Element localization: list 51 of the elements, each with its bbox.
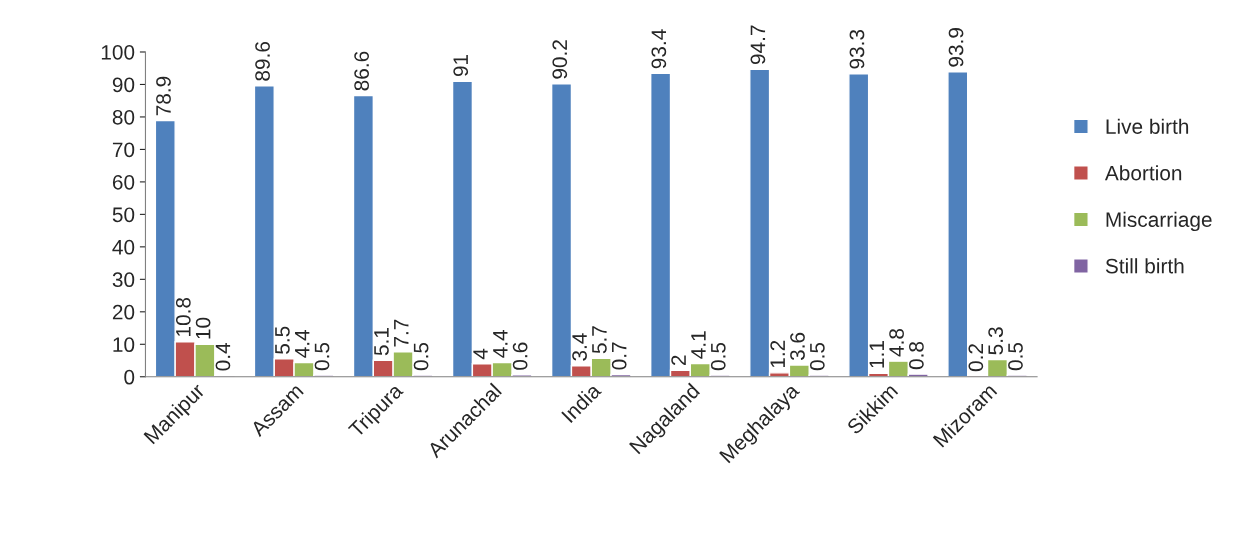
y-tick-label: 0 [124,369,135,385]
data-label: 0.6 [512,342,528,370]
data-label: 90.2 [552,40,568,79]
y-tick-label: 90 [112,77,135,93]
data-label: 0.5 [809,342,825,371]
data-label: 3.6 [790,332,805,361]
data-label: 78.9 [156,76,171,116]
data-label: 93.9 [948,28,964,67]
y-tick-label: 70 [112,142,135,158]
data-label: 0.7 [611,342,627,370]
data-label: 5.3 [988,327,1004,355]
data-label: 5.5 [275,326,290,354]
y-tick-label: 50 [112,207,135,223]
data-label: 91 [453,54,469,77]
data-label: 4.4 [493,329,508,358]
data-label: 4 [473,348,488,360]
y-tick-label: 20 [112,304,135,320]
data-label: 93.4 [651,29,667,69]
data-label: 3.4 [572,333,587,361]
data-label: 0.5 [314,342,330,371]
data-label: 4.4 [295,329,310,358]
data-label: 89.6 [255,41,270,81]
legend-label: Live birth [1106,118,1189,134]
data-label: 1.2 [770,340,785,368]
data-label: 1.1 [869,341,884,368]
data-label: 94.7 [750,25,766,65]
data-label: 2 [671,355,686,366]
data-label: 0.4 [215,342,231,371]
y-tick-label: 60 [112,174,135,190]
data-label: 0.5 [1008,342,1023,371]
y-tick-label: 30 [112,272,135,288]
legend-label: Still birth [1105,258,1184,274]
data-label: 0.8 [909,341,924,370]
y-tick-label: 80 [112,109,135,125]
data-label: 0.5 [710,342,726,371]
data-label: 5.7 [592,326,607,354]
legend-label: Abortion [1104,165,1182,181]
data-label: 7.7 [394,319,409,347]
y-tick-label: 10 [113,337,135,353]
data-label: 10.8 [175,297,191,336]
data-label: 5.1 [374,328,389,356]
data-label: 4.8 [889,328,904,357]
data-label: 86.6 [354,51,369,91]
data-label: 93.3 [849,29,865,69]
data-label: 10 [195,317,211,339]
data-label: 0.2 [968,344,984,372]
y-tick-label: 40 [112,239,135,255]
data-label: 0.5 [413,342,429,371]
y-tick-label: 100 [101,44,135,60]
legend-label: Miscarriage [1106,211,1212,232]
data-label: 4.1 [691,331,706,359]
